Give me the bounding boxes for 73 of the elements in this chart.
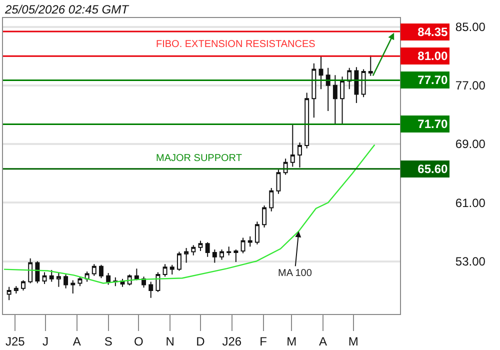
candlestick — [28, 258, 33, 284]
candlestick — [184, 248, 189, 264]
candlestick — [70, 280, 76, 294]
x-tick-label: A — [72, 334, 81, 348]
candlestick — [226, 246, 232, 256]
candlestick — [78, 276, 82, 287]
candlestick — [304, 92, 310, 149]
ref-line-label: 71.70 — [418, 117, 448, 131]
y-tick-label: 85.00 — [455, 20, 486, 34]
ref-line-label: 65.60 — [418, 162, 448, 176]
candlestick — [326, 67, 330, 112]
candlestick — [312, 62, 316, 118]
candlestick — [176, 251, 182, 272]
x-tick-label: D — [196, 334, 206, 348]
x-tick-label: S — [104, 334, 112, 348]
x-tick-label: J26 — [222, 334, 242, 348]
line-series — [3, 144, 376, 284]
candlestick — [14, 286, 18, 294]
x-tick-label: M — [348, 334, 358, 348]
candlestick — [56, 272, 61, 288]
candlestick — [49, 270, 54, 282]
candlestick — [205, 242, 210, 258]
candlestick — [248, 236, 252, 248]
candlestick — [220, 249, 224, 260]
candlestick — [332, 74, 338, 125]
ref-line-label: 77.70 — [418, 73, 448, 87]
ref-line-label: 84.35 — [418, 25, 448, 39]
candlestick — [134, 268, 139, 281]
ref-line-label: 81.00 — [418, 49, 448, 63]
candlestick — [212, 249, 217, 264]
x-tick-label: J — [42, 334, 49, 348]
candlestick — [318, 56, 324, 90]
candlestick — [254, 221, 260, 245]
y-tick-label: 53.00 — [455, 254, 486, 268]
x-tick-label: A — [319, 334, 328, 348]
candlestick — [6, 286, 12, 301]
candlestick — [64, 274, 68, 289]
candlestick — [106, 272, 111, 286]
candlestick — [262, 205, 267, 228]
candlestick — [198, 240, 203, 252]
x-tick-label: N — [166, 334, 174, 348]
candlestick — [240, 237, 246, 254]
candlestick — [276, 169, 281, 194]
candlestick — [298, 142, 302, 168]
candlestick — [361, 68, 366, 98]
candlestick — [340, 76, 345, 124]
candlestick — [156, 272, 160, 293]
candlestick — [191, 244, 196, 256]
annotation: MAJOR SUPPORT — [156, 153, 242, 164]
chart-title: 25/05/2026 02:45 GMT — [4, 2, 130, 17]
y-tick-label: 69.00 — [455, 137, 486, 152]
candlestick — [21, 280, 26, 292]
x-tick-label: M — [286, 334, 297, 348]
annotation: FIBO. EXTENSION RESISTANCES — [156, 39, 316, 50]
candlestick — [42, 272, 47, 284]
candlestick — [170, 264, 174, 275]
candlestick — [234, 249, 238, 262]
y-tick-label: 61.00 — [455, 196, 486, 210]
candlestick — [148, 281, 154, 298]
candlestick — [269, 187, 274, 212]
candlestick — [162, 264, 168, 278]
candlestick — [368, 54, 373, 76]
x-tick-label: J25 — [5, 334, 26, 348]
candlestick — [92, 264, 96, 276]
candlestick — [35, 260, 40, 284]
x-tick-label: F — [260, 334, 267, 348]
y-tick-label: 77.00 — [455, 78, 486, 93]
candlestick — [84, 271, 90, 282]
candlestick — [290, 124, 295, 168]
annotation: MA 100 — [278, 268, 312, 279]
candlestick — [354, 66, 359, 104]
candlestick — [99, 264, 104, 279]
x-tick-label: O — [134, 334, 144, 348]
